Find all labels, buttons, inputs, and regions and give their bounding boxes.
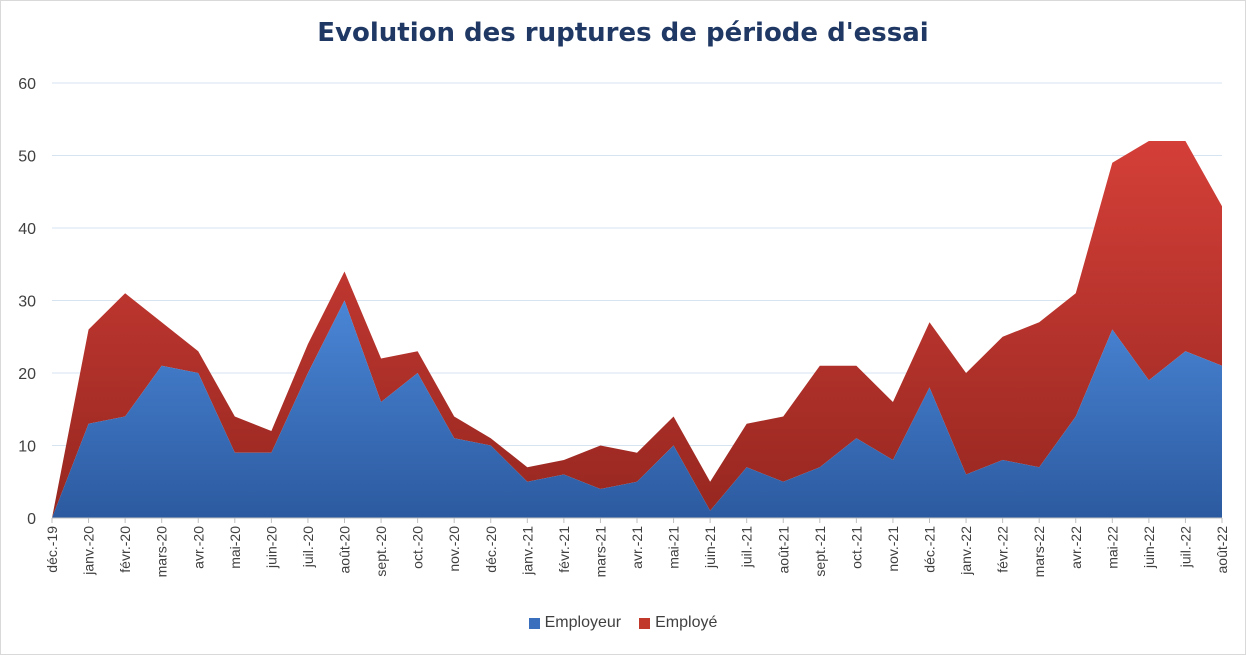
axes: 0 10 20 30 40 50 60 déc.-19 janv.-20 févr.-20 mars… [18,76,1230,577]
gridlines [52,82,1222,446]
x-tick-label: août-20 [337,526,353,574]
x-tick-label: déc.-21 [922,526,938,573]
y-tick-label: 10 [18,439,36,456]
x-tick-label: janv.-20 [81,526,97,576]
x-tick-label: mars-20 [154,526,170,578]
legend-swatch-employeur [528,617,540,629]
x-tick-label: mars-21 [592,526,608,578]
x-tick-label: juin-21 [702,526,718,569]
x-tick-label: oct.-20 [410,526,426,569]
legend-item-employeur[interactable]: Employeur [528,614,622,632]
x-tick-label: juil.-20 [300,526,316,568]
x-tick-label: nov.-20 [446,526,462,572]
y-tick-label: 30 [18,294,36,311]
x-tick-label: mai-22 [1104,526,1120,569]
x-tick-label: déc.-20 [483,526,499,573]
x-tick-label: sept.-21 [812,526,828,577]
area-employeur [52,300,1222,518]
area-series [52,141,1222,518]
y-tick-label: 0 [27,511,36,528]
legend-swatch-employe [639,617,651,629]
x-tick-label: févr.-21 [556,526,572,573]
x-tick-label: mai-21 [666,526,682,569]
x-tick-label: févr.-22 [995,526,1011,573]
x-tick-label: avr.-22 [1068,526,1084,569]
x-tick-label: janv.-22 [958,526,974,576]
x-tick-label: janv.-21 [519,526,535,576]
x-tick-label: sept.-20 [373,526,389,577]
y-tick-label: 20 [18,366,36,383]
y-tick-label: 50 [18,149,36,166]
y-tick-label: 40 [18,221,36,238]
x-tick-label: mars-22 [1031,526,1047,578]
x-tick-label: août-21 [775,526,791,574]
legend-item-employe[interactable]: Employé [639,614,717,632]
chart-title: Evolution des ruptures de période d'essa… [317,18,929,48]
y-tick-label: 60 [18,76,36,93]
x-tick-label: juil.-22 [1177,526,1193,568]
x-tick-label: avr.-21 [629,526,645,569]
x-tick-label: oct.-21 [848,526,864,569]
x-tick-label: mai-20 [227,526,243,569]
x-tick-label: déc.-19 [44,526,60,573]
x-tick-label: août-22 [1214,526,1230,574]
legend-label-employe: Employé [655,614,718,631]
x-tick-label: avr.-20 [190,526,206,569]
x-tick-label: juin-20 [263,526,279,569]
x-tick-label: juil.-21 [739,526,755,568]
x-tick-label: juin-22 [1141,526,1157,569]
x-tick-label: févr.-20 [117,526,133,573]
x-tick-label: nov.-21 [885,526,901,572]
legend: Employeur Employé [0,614,1246,632]
legend-label-employeur: Employeur [544,614,622,631]
